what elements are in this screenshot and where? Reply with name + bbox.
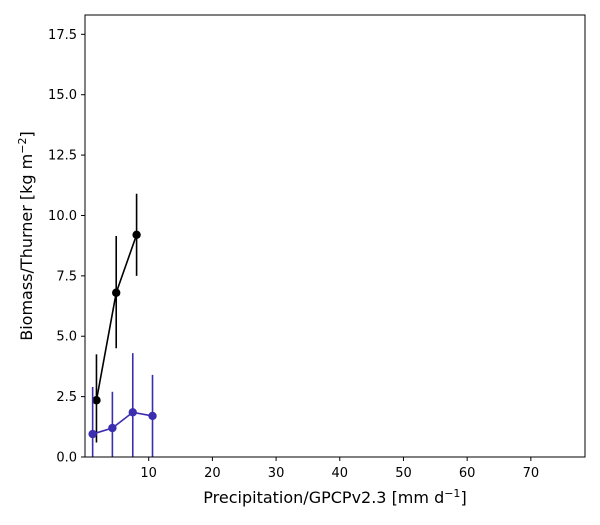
data-point (132, 230, 141, 239)
series-layer (88, 193, 157, 457)
data-point (128, 408, 137, 417)
y-tick-label: 15.0 (48, 88, 77, 103)
data-point (108, 423, 117, 433)
y-axis: 0.0 2.5 5.0 7.5 10.0 12.5 15.0 17.5 (48, 28, 85, 466)
x-tick-label: 50 (395, 466, 412, 481)
series-1 (92, 193, 141, 443)
x-axis-title: Precipitation/GPCPv2.3 [mm d−1] (203, 487, 466, 507)
x-tick-label: 60 (459, 466, 476, 481)
y-tick-label: 5.0 (56, 330, 77, 345)
data-point (88, 429, 97, 439)
x-tick-label: 70 (523, 466, 540, 481)
x-tick-label: 20 (204, 466, 221, 481)
y-tick-label: 10.0 (48, 209, 77, 224)
x-tick-label: 10 (140, 466, 157, 481)
data-point (112, 288, 121, 297)
series-line (92, 411, 153, 435)
x-tick-label: 40 (332, 466, 349, 481)
data-point (148, 411, 157, 421)
y-axis-title: Biomass/Thurner [kg m−2] (16, 131, 36, 340)
y-tick-label: 7.5 (56, 269, 77, 284)
plot-area (85, 15, 585, 457)
data-point (92, 396, 101, 405)
x-axis: 10 20 30 40 50 60 70 (140, 457, 539, 481)
series-2 (88, 353, 157, 457)
y-tick-label: 12.5 (48, 149, 77, 164)
y-tick-label: 2.5 (56, 390, 77, 405)
y-tick-label: 0.0 (56, 451, 77, 466)
x-tick-label: 30 (268, 466, 285, 481)
axes-frame (84, 14, 586, 458)
y-tick-label: 17.5 (48, 28, 77, 43)
